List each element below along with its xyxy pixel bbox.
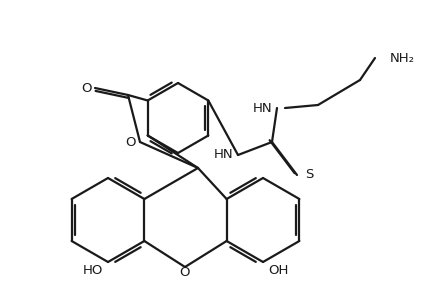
Text: OH: OH [268, 263, 288, 277]
Text: O: O [82, 81, 92, 95]
Text: NH₂: NH₂ [390, 51, 415, 65]
Text: O: O [180, 265, 190, 279]
Text: HO: HO [82, 263, 103, 277]
Text: HN: HN [214, 149, 233, 161]
Text: S: S [305, 168, 313, 182]
Text: O: O [125, 135, 135, 149]
Text: HN: HN [253, 102, 272, 114]
